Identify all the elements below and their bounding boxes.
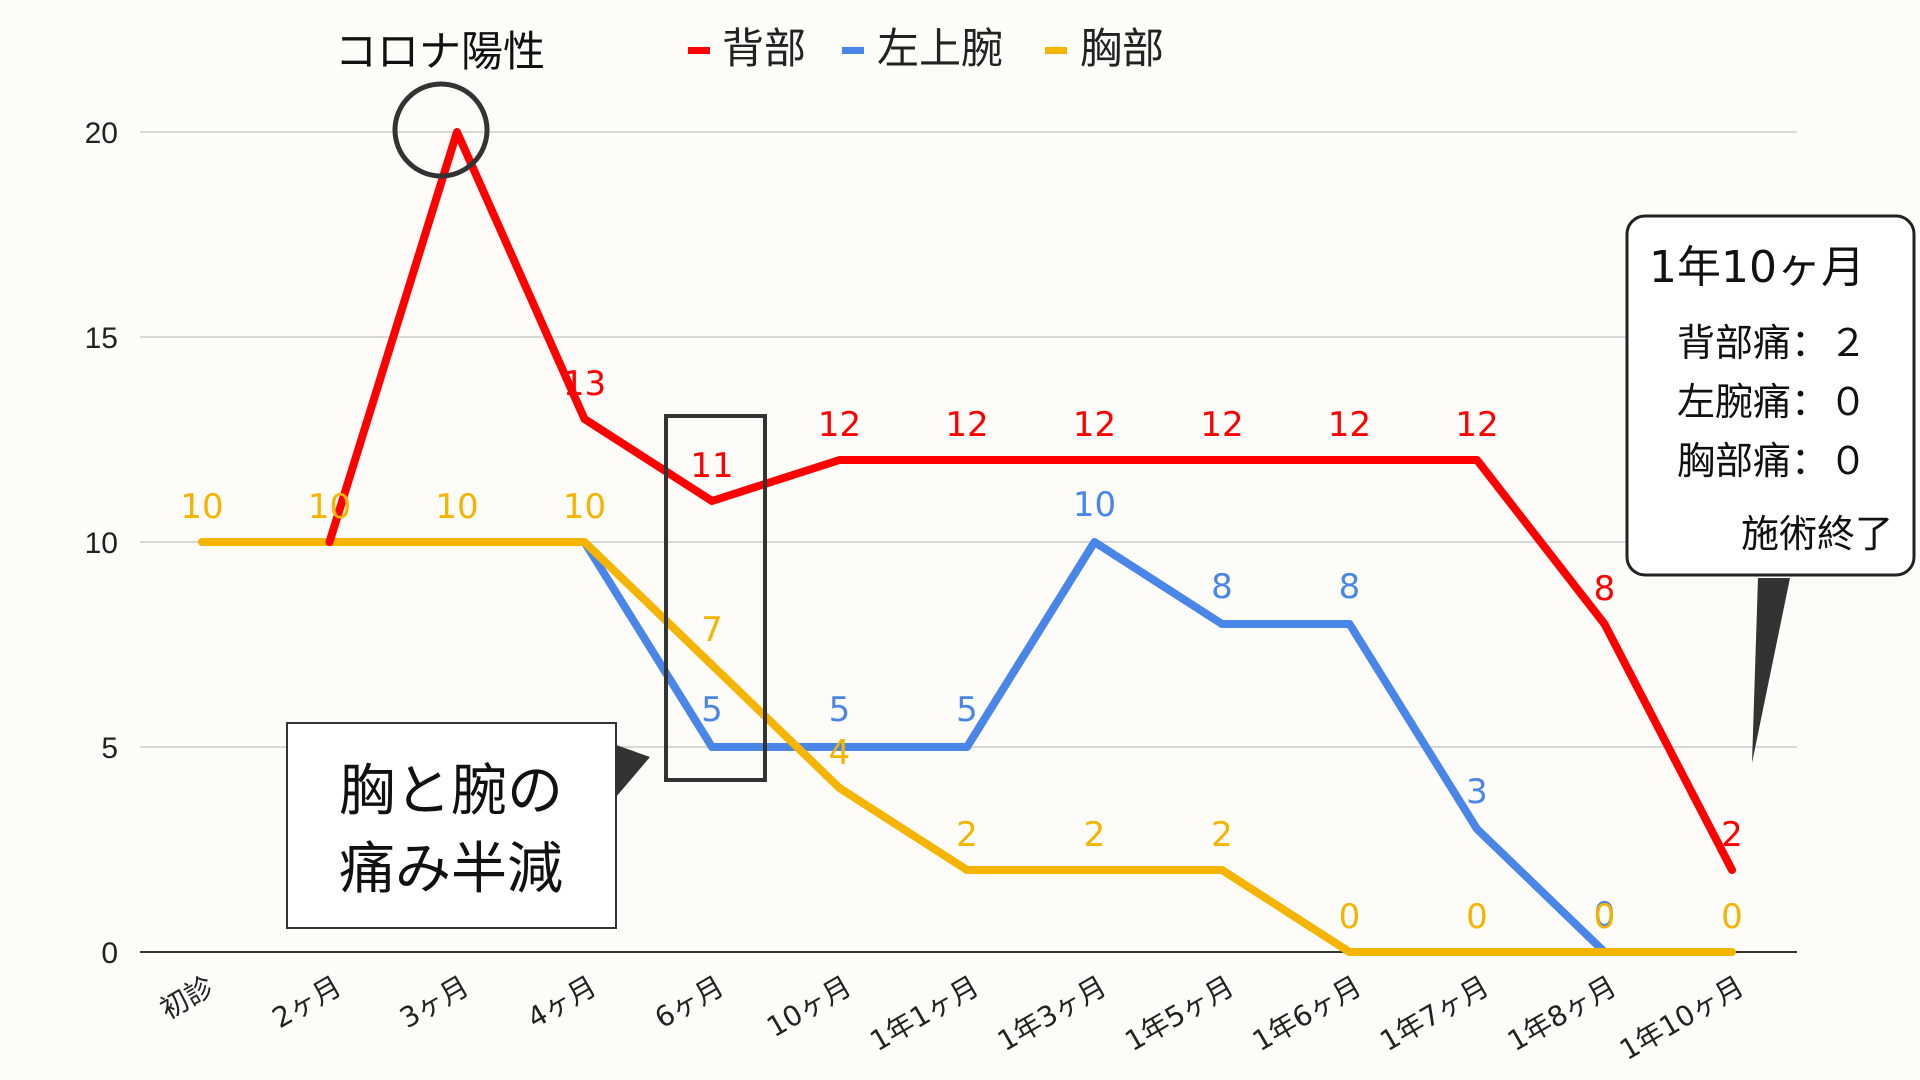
data-label-背部: 12: [945, 405, 988, 445]
pain-halved-line2: 痛み半減: [339, 837, 563, 902]
data-label-背部: 8: [1594, 569, 1616, 609]
series-line-背部: [325, 128, 1736, 874]
y-tick-label: 15: [85, 322, 118, 355]
y-tick-label: 0: [101, 937, 118, 970]
callout-back-pain: 背部痛：２: [1677, 321, 1867, 365]
x-tick-label: 3ヶ月: [394, 969, 474, 1034]
x-tick-label: 1年10ヶ月: [1614, 969, 1750, 1066]
data-label-背部: 12: [1455, 405, 1498, 445]
y-tick-label: 5: [101, 732, 118, 765]
x-tick-label: 4ヶ月: [522, 969, 602, 1034]
x-tick-label: 1年7ヶ月: [1374, 969, 1494, 1057]
data-label-左上腕: 10: [1073, 485, 1116, 525]
data-label-胸部: 2: [1084, 815, 1106, 855]
data-label-胸部: 2: [1211, 815, 1233, 855]
data-label-背部: 12: [818, 405, 861, 445]
final-summary-callout: 1年10ヶ月 背部痛：２ 左腕痛：０ 胸部痛：０ 施術終了: [1625, 214, 1916, 763]
data-label-胸部: 4: [829, 733, 851, 773]
data-label-胸部: 0: [1466, 897, 1488, 937]
y-tick-label: 10: [85, 527, 118, 560]
data-label-胸部: 2: [956, 815, 978, 855]
covid-highlight-circle: [392, 81, 490, 179]
legend-swatch: [1045, 47, 1067, 54]
data-label-胸部: 10: [563, 487, 606, 527]
x-tick-label: 1年5ヶ月: [1119, 969, 1239, 1057]
data-label-背部: 13: [563, 364, 606, 404]
data-label-左上腕: 5: [701, 690, 723, 730]
x-tick-label: 1年3ヶ月: [992, 969, 1112, 1057]
pain-halved-callout: 胸と腕の 痛み半減: [286, 722, 650, 929]
data-label-背部: 11: [690, 446, 733, 486]
x-tick-label: 10ヶ月: [761, 969, 857, 1043]
data-label-胸部: 0: [1339, 897, 1361, 937]
callout-treatment-end: 施術終了: [1741, 512, 1893, 556]
legend-label: 背部: [722, 24, 806, 73]
data-label-左上腕: 5: [829, 690, 851, 730]
data-label-左上腕: 8: [1339, 567, 1361, 607]
data-label-胸部: 10: [308, 487, 351, 527]
legend-swatch: [842, 47, 864, 54]
data-label-左上腕: 0: [1594, 895, 1616, 935]
callout-chest-pain: 胸部痛：０: [1677, 439, 1867, 483]
data-label-胸部: 10: [180, 487, 223, 527]
six-month-highlight-box: [664, 414, 767, 782]
data-label-胸部: 7: [701, 610, 723, 650]
legend-swatch: [688, 47, 710, 54]
data-label-胸部: 0: [1594, 897, 1616, 937]
x-tick-label: 2ヶ月: [267, 969, 347, 1034]
series-line-胸部: [198, 538, 1736, 956]
covid-annotation-text: コロナ陽性: [335, 27, 545, 76]
data-label-左上腕: 5: [956, 690, 978, 730]
data-label-左上腕: 3: [1466, 772, 1488, 812]
data-label-背部: 12: [1328, 405, 1371, 445]
x-tick-label: 1年1ヶ月: [864, 969, 984, 1057]
x-tick-label: 初診: [154, 969, 219, 1026]
data-label-胸部: 10: [435, 487, 478, 527]
callout-arm-pain: 左腕痛：０: [1677, 380, 1867, 424]
data-label-背部: 12: [1200, 405, 1243, 445]
legend-label: 胸部: [1080, 24, 1164, 73]
pain-halved-line1: 胸と腕の: [339, 759, 563, 824]
series-line-左上腕: [580, 538, 1609, 956]
y-tick-label: 20: [85, 117, 118, 150]
x-tick-label: 1年8ヶ月: [1502, 969, 1622, 1057]
x-tick-label: 1年6ヶ月: [1247, 969, 1367, 1057]
data-label-左上腕: 8: [1211, 567, 1233, 607]
x-tick-label: 6ヶ月: [649, 969, 729, 1034]
data-label-背部: 12: [1073, 405, 1116, 445]
callout-title: 1年10ヶ月: [1649, 242, 1865, 293]
data-label-胸部: 0: [1721, 897, 1743, 937]
legend-label: 左上腕: [877, 24, 1003, 73]
data-label-背部: 2: [1721, 815, 1743, 855]
